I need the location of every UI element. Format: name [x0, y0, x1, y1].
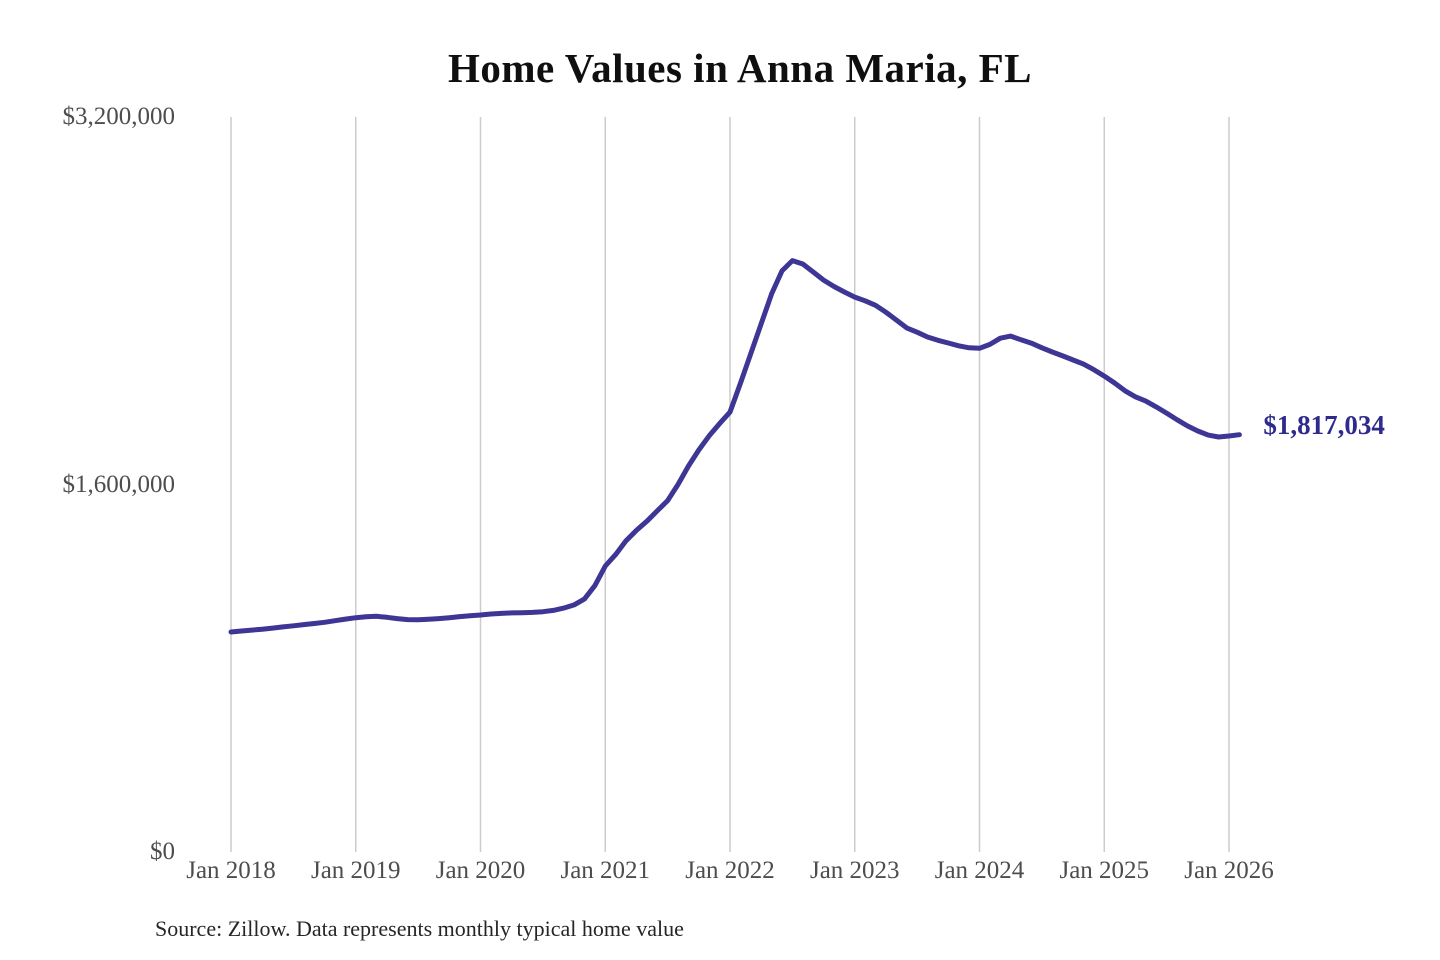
source-note: Source: Zillow. Data represents monthly …: [155, 916, 684, 941]
x-axis-tick-label: Jan 2022: [685, 857, 775, 884]
y-axis-tick-label: $1,600,000: [62, 470, 176, 498]
x-axis-tick-label: Jan 2019: [310, 857, 401, 884]
x-axis-tick-label: Jan 2023: [809, 857, 900, 884]
x-axis-tick-label: Jan 2020: [435, 857, 526, 884]
y-axis-tick-label: $3,200,000: [62, 103, 176, 130]
x-axis-tick-label: Jan 2024: [934, 857, 1025, 884]
y-axis-tick-label: $0: [150, 838, 175, 865]
x-axis-tick-label: Jan 2026: [1184, 857, 1274, 884]
x-axis-tick-label: Jan 2021: [560, 857, 651, 884]
gridlines-group: [230, 117, 1230, 852]
chart-title: Home Values in Anna Maria, FL: [447, 45, 1032, 91]
end-value-label: $1,817,034: [1263, 409, 1385, 440]
x-axis-tick-label: Jan 2018: [186, 857, 276, 884]
home-value-line: [228, 258, 1242, 635]
x-axis-tick-label: Jan 2025: [1059, 857, 1150, 884]
